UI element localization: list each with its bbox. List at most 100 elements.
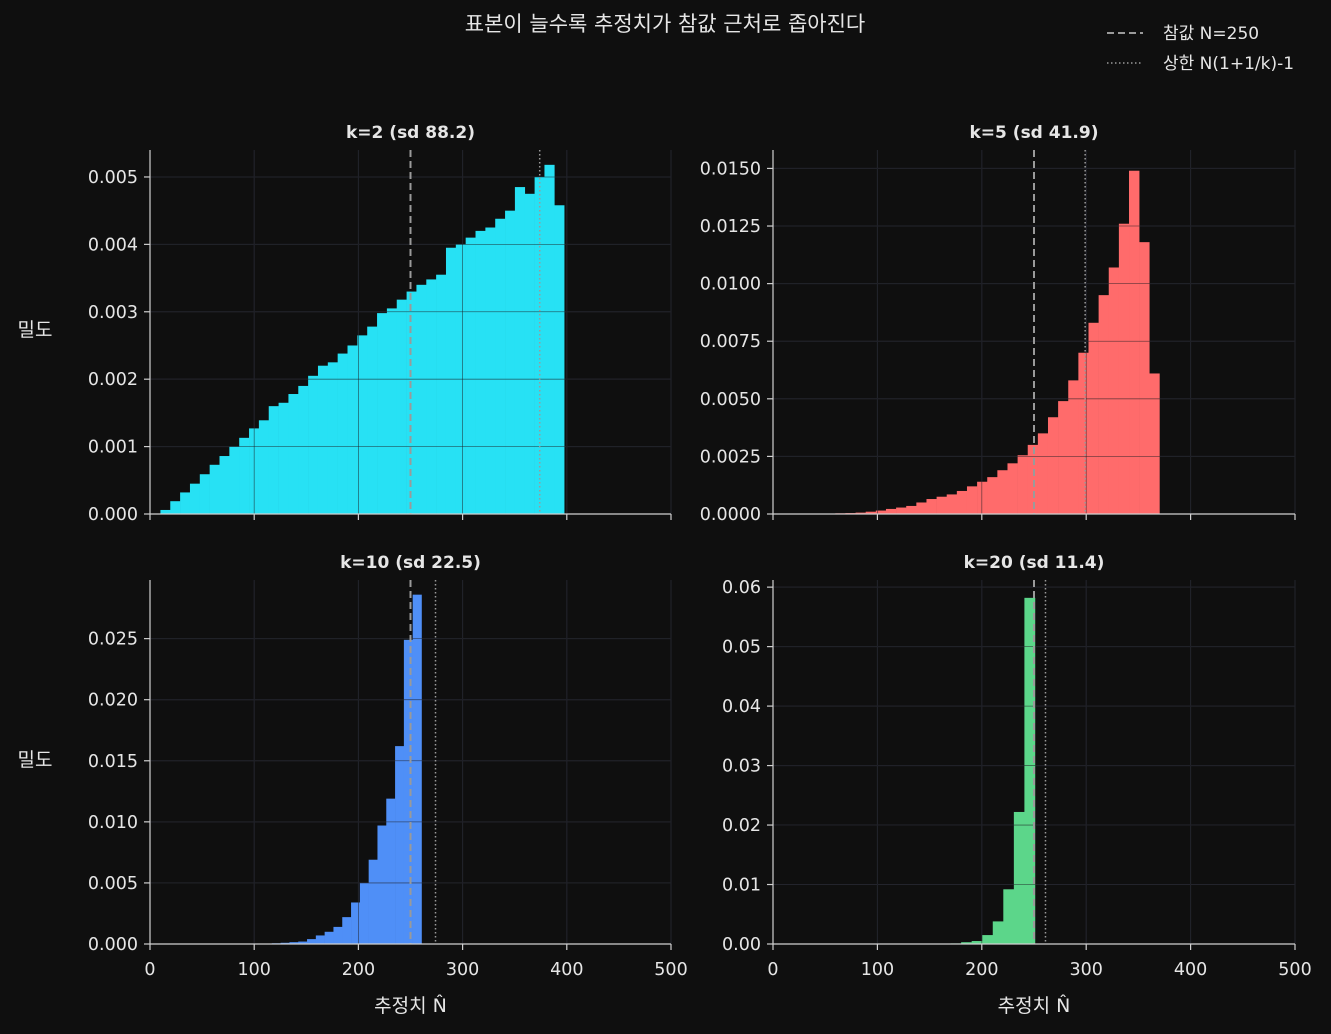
histogram-bar	[268, 406, 279, 514]
histogram-bar	[308, 375, 319, 514]
panel-title: k=10 (sd 22.5)	[340, 553, 481, 573]
panel-3: 0 100 200 300 400 500 0.000 0.005 0.010 0.015 0.02…	[18, 553, 688, 1017]
histogram-bar	[1068, 380, 1079, 514]
legend-true-label: 참값 N=250	[1163, 24, 1259, 44]
histogram-bar	[333, 926, 343, 944]
histogram-bar	[412, 594, 422, 944]
histogram-bar	[875, 510, 887, 514]
histogram-bar	[278, 402, 289, 514]
histogram-bar	[987, 477, 998, 514]
histogram-bar	[956, 490, 968, 514]
histogram-bar	[219, 456, 230, 514]
histogram-bar	[485, 227, 496, 514]
histogram-bar	[465, 237, 476, 514]
histogram-bar	[367, 326, 378, 514]
y-tick-label: 0.0075	[700, 332, 761, 352]
histogram-bar	[936, 496, 948, 514]
y-tick-label: 0.005	[88, 874, 138, 894]
y-tick-label: 0.025	[88, 630, 138, 650]
histogram-bar	[926, 499, 937, 514]
y-tick-label: 0.015	[88, 752, 138, 772]
y-tick-label: 0.001	[88, 438, 138, 458]
histogram-bar	[1118, 223, 1130, 515]
histogram-bar	[280, 942, 290, 944]
histogram-bar	[514, 187, 526, 514]
histogram-bar	[524, 193, 535, 514]
histogram-bar	[495, 218, 506, 514]
histogram-bar	[258, 420, 270, 514]
histogram-bar	[160, 509, 171, 514]
histogram-bar	[403, 639, 413, 944]
panel-2: 0.0000 0.0025 0.0050 0.0075 0.0100 0.0125 0.01…	[700, 123, 1296, 525]
histogram-bar	[1024, 597, 1036, 944]
histogram-bar	[377, 825, 387, 944]
histogram-bar	[906, 505, 917, 514]
histogram-bar	[396, 299, 407, 514]
histogram-bar	[896, 507, 907, 514]
histogram-bar	[1013, 811, 1025, 944]
histogram-bar	[406, 291, 417, 514]
y-tick-label: 0.0150	[700, 159, 761, 179]
histogram-bar	[317, 365, 329, 514]
y-tick-label: 0.020	[88, 691, 138, 711]
x-axis-label: 추정치 N̂	[374, 995, 447, 1017]
y-tick-label: 0.005	[88, 168, 138, 188]
histogram-bar	[997, 470, 1008, 514]
x-tick-label: 300	[446, 960, 479, 980]
histogram-bar	[1017, 455, 1029, 514]
y-tick-label: 0.0000	[700, 505, 761, 525]
panel-title: k=2 (sd 88.2)	[346, 123, 475, 143]
histogram-bar	[1003, 889, 1015, 944]
histogram-bar	[1098, 295, 1110, 514]
histogram-bar	[982, 935, 994, 944]
histogram-bar	[298, 941, 308, 944]
histogram-bar	[170, 501, 181, 514]
histogram-bar	[1047, 417, 1059, 514]
x-tick-label: 0	[144, 960, 155, 980]
figure-title: 표본이 늘수록 추정치가 참값 근처로 좁아진다	[465, 12, 865, 36]
x-tick-label: 500	[654, 960, 687, 980]
y-tick-label: 0.03	[722, 757, 761, 777]
y-tick-label: 0.0025	[700, 447, 761, 467]
histogram-bar	[505, 210, 516, 514]
histogram-bar	[199, 474, 210, 514]
histogram-bar	[180, 492, 191, 514]
y-tick-label: 0.02	[722, 816, 761, 836]
histogram-bar	[351, 902, 361, 944]
histogram-bar	[961, 942, 972, 944]
histogram-bar	[1139, 242, 1150, 514]
x-tick-label: 400	[550, 960, 583, 980]
x-tick-label: 100	[237, 960, 270, 980]
panel-4: 0 100 200 300 400 500 0.00 0.01 0.02 0.03 0.04 0.05…	[722, 553, 1312, 1017]
y-tick-label: 0.004	[88, 235, 138, 255]
histogram-bar	[865, 511, 877, 514]
histogram-bar	[1058, 401, 1069, 514]
histogram-bar	[395, 746, 405, 944]
histogram-bar	[288, 394, 299, 514]
histogram-bar	[855, 512, 867, 514]
y-tick-label: 0.000	[88, 505, 138, 525]
histogram-bar	[946, 494, 958, 514]
histogram-bar	[298, 385, 309, 514]
histogram-bar	[1078, 352, 1089, 514]
histogram-bar	[966, 486, 978, 514]
histogram-bar	[239, 437, 250, 514]
histogram-bar	[386, 798, 396, 944]
histogram-bar	[554, 205, 565, 514]
histogram-bar	[475, 230, 486, 514]
panel-title: k=5 (sd 41.9)	[970, 123, 1099, 143]
panel-title: k=20 (sd 11.4)	[964, 553, 1105, 573]
histogram-bar	[368, 859, 378, 944]
y-tick-label: 0.05	[722, 638, 761, 658]
y-tick-label: 0.04	[722, 697, 761, 717]
histogram-bar	[1027, 444, 1039, 514]
x-tick-label: 500	[1278, 960, 1311, 980]
y-tick-label: 0.00	[722, 935, 761, 955]
histogram-bar	[1129, 170, 1140, 514]
x-tick-label: 200	[342, 960, 375, 980]
histogram-bar	[436, 274, 447, 514]
histogram-bar	[1108, 267, 1120, 514]
y-tick-label: 0.01	[722, 876, 761, 896]
panel-1: 0.000 0.001 0.002 0.003 0.004 0.005 k=2 (sd 88…	[18, 123, 672, 525]
